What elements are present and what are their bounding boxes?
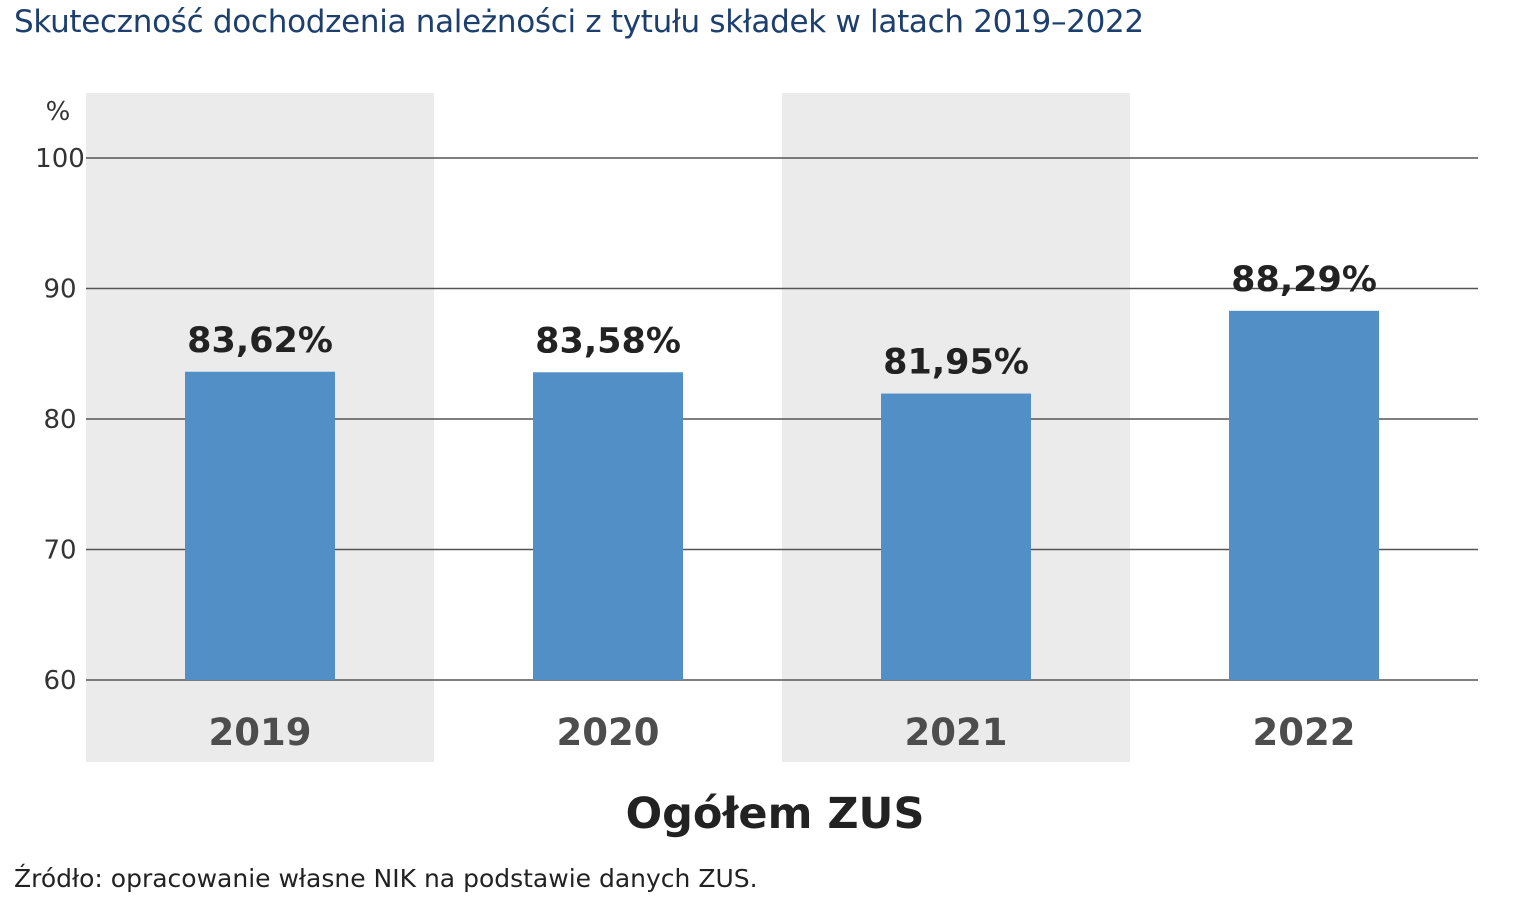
y-tick-60: 60	[43, 666, 76, 696]
y-axis-unit: %	[46, 97, 71, 127]
bar-2019	[185, 371, 335, 680]
bars	[185, 310, 1379, 680]
y-tick-70: 70	[43, 536, 76, 566]
data-label-2020: 83,58%	[535, 321, 681, 361]
data-label-2021: 81,95%	[883, 343, 1029, 383]
bar-2021	[881, 393, 1031, 680]
x-axis-group-label: Ogółem ZUS	[626, 789, 925, 839]
source-note: Źródło: opracowanie własne NIK na podsta…	[14, 864, 758, 893]
x-axis-categories: 2019 2020 2021 2022	[209, 711, 1356, 754]
x-category-2020: 2020	[557, 711, 660, 754]
bar-2022	[1229, 310, 1379, 680]
chart-title: Skuteczność dochodzenia należności z tyt…	[14, 4, 1144, 40]
y-tick-80: 80	[43, 405, 76, 435]
y-axis-ticks: 60 70 80 90 100	[35, 144, 85, 696]
x-category-2021: 2021	[905, 711, 1008, 754]
data-labels: 83,62% 83,58% 81,95% 88,29%	[187, 260, 1377, 383]
bar-2020	[533, 372, 683, 680]
x-category-2019: 2019	[209, 711, 312, 754]
x-category-2022: 2022	[1253, 711, 1356, 754]
y-tick-90: 90	[43, 275, 76, 305]
data-label-2019: 83,62%	[187, 321, 333, 361]
data-label-2022: 88,29%	[1231, 260, 1377, 300]
y-tick-100: 100	[35, 144, 85, 174]
